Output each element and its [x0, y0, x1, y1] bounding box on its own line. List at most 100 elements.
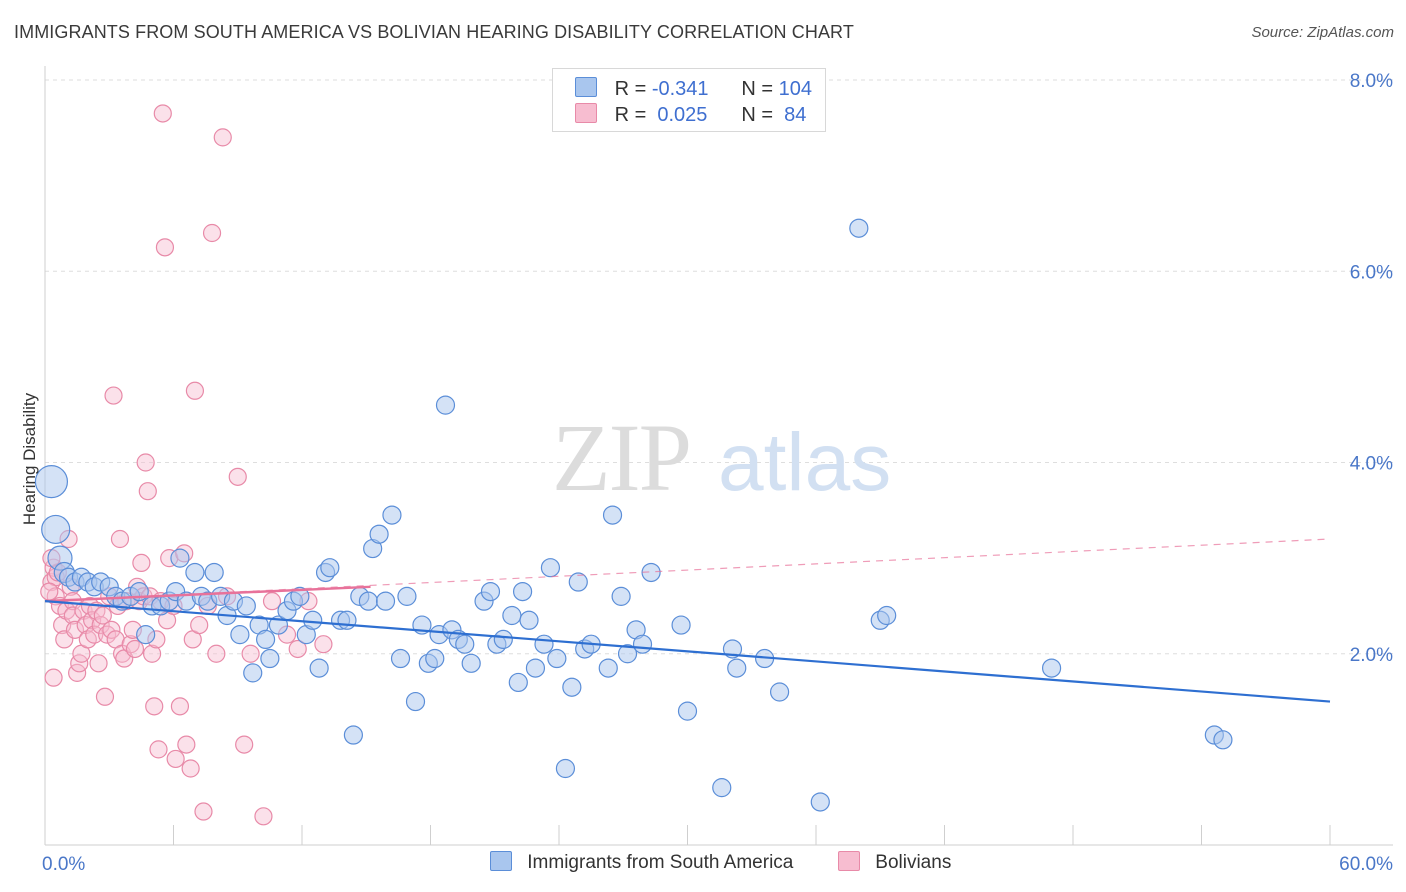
south-america-point — [425, 648, 445, 669]
r-value: -0.341 — [651, 78, 709, 100]
bolivians-point — [63, 606, 82, 625]
bolivians-point — [170, 697, 190, 716]
south-america-point — [461, 653, 481, 673]
axes — [44, 66, 1393, 846]
south-america-point — [136, 625, 156, 645]
y-axis-label: Hearing Disability — [20, 392, 39, 525]
n-value: 104 — [778, 78, 812, 100]
south-america-point — [598, 658, 618, 678]
south-america-point — [243, 663, 263, 683]
south-america-point — [435, 395, 456, 415]
series-legend: Immigrants from South America Bolivians — [0, 851, 1406, 879]
south-america-point — [617, 644, 638, 664]
bolivians-point — [177, 735, 196, 754]
bolivians-point — [110, 529, 130, 549]
south-america-point — [309, 658, 329, 678]
south-america-point — [358, 591, 378, 611]
south-america-point — [455, 634, 475, 654]
bolivians-point — [153, 104, 172, 123]
bolivians-point — [142, 644, 162, 663]
watermark-zip: ZIP — [552, 404, 690, 511]
south-america-point — [519, 610, 539, 630]
bolivians-point — [95, 687, 115, 706]
bolivians-point — [207, 644, 226, 663]
legend-item-south-america[interactable]: Immigrants from South America — [490, 851, 793, 874]
bolivians-point — [262, 592, 282, 611]
bolivians-point — [104, 386, 123, 405]
south-america-point — [303, 610, 323, 630]
bolivians-point — [102, 620, 121, 639]
south-america-point — [534, 634, 554, 654]
bolivians-point — [138, 482, 157, 501]
south-america-point — [547, 648, 567, 669]
south-america-point — [170, 548, 190, 568]
bolivians-point — [194, 802, 213, 821]
bolivians-point — [85, 625, 104, 644]
bolivians-point — [190, 615, 209, 635]
legend-item-bolivians[interactable]: Bolivians — [838, 851, 951, 874]
bolivians-point — [155, 238, 175, 257]
pink-swatch — [838, 851, 860, 871]
x-tick-label-min: 0.0% — [42, 854, 85, 875]
n-value: 84 — [778, 104, 807, 126]
stats-row-south-america: R = -0.341 N = 104 — [575, 77, 812, 101]
bolivians-point — [83, 611, 102, 630]
south-america-point — [397, 586, 417, 606]
bolivians-trend-line — [44, 585, 371, 603]
south-america-point — [540, 558, 561, 578]
bolivians-point — [314, 635, 333, 654]
y-tick-label: 4.0% — [1350, 454, 1393, 475]
legend-label: Immigrants from South America — [527, 852, 794, 873]
stats-row-bolivians: R = 0.025 N = 84 — [575, 103, 806, 127]
south-america-point — [337, 610, 357, 630]
bolivians-point — [40, 582, 59, 601]
bolivians-point — [65, 620, 85, 639]
south-america-point — [810, 792, 830, 812]
south-america-point — [641, 562, 661, 583]
south-america-point — [255, 629, 276, 650]
tick-labels: 2.0% 4.0% 6.0% 8.0% 0.0% 60.0% — [42, 71, 1393, 875]
bolivians-point — [213, 128, 232, 147]
south-america-point — [525, 658, 546, 678]
y-tick-label: 6.0% — [1350, 262, 1393, 283]
x-tick-label-max: 60.0% — [1339, 854, 1393, 875]
blue-swatch — [490, 851, 512, 871]
watermark: ZIP atlas — [552, 404, 891, 511]
south-america-point — [204, 562, 224, 583]
south-america-point — [260, 648, 280, 669]
n-label: N = — [741, 104, 774, 126]
bolivians-point — [149, 740, 168, 759]
south-america-point — [769, 682, 790, 702]
r-label: R = — [614, 78, 647, 100]
r-value: 0.025 — [651, 104, 708, 126]
grid-lines — [45, 79, 1393, 655]
south-america-point — [1213, 730, 1233, 750]
source-credit: Source: ZipAtlas.com — [1251, 24, 1394, 41]
bolivians-point — [145, 697, 164, 716]
south-america-point — [493, 629, 513, 650]
bolivians-point — [166, 749, 185, 769]
bolivians-point — [125, 639, 145, 659]
bolivians-point — [228, 467, 247, 486]
south-america-point — [602, 505, 623, 525]
bolivians-point — [132, 553, 151, 573]
stats-legend: R = -0.341 N = 104 R = 0.025 N = 84 — [552, 68, 826, 132]
south-america-point — [1041, 658, 1062, 678]
bolivians-point — [288, 639, 307, 659]
south-america-point — [320, 558, 340, 578]
south-america-point — [382, 505, 402, 525]
south-america-point — [568, 572, 588, 592]
chart-title: IMMIGRANTS FROM SOUTH AMERICA VS BOLIVIA… — [14, 22, 854, 42]
south-america-point — [877, 605, 897, 626]
r-label: R = — [614, 104, 647, 126]
south-america-point — [405, 691, 426, 712]
watermark-atlas: atlas — [718, 417, 891, 508]
south-america-point — [512, 581, 533, 602]
bolivians-point — [89, 654, 108, 673]
south-america-point — [236, 596, 256, 616]
bolivians-point — [254, 807, 273, 826]
south-america-point — [480, 581, 501, 602]
bolivians-point — [235, 735, 254, 754]
south-america-point — [671, 615, 691, 635]
